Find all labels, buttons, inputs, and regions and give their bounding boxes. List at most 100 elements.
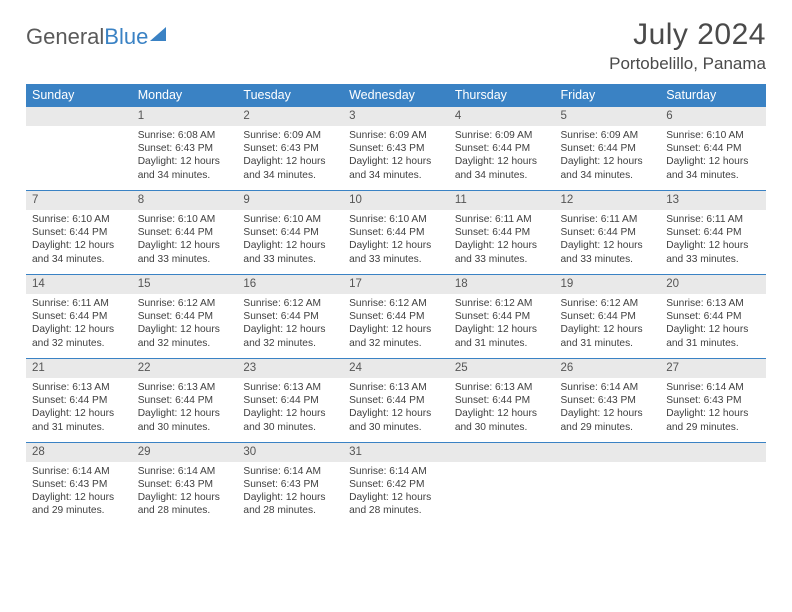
sunrise-text: Sunrise: 6:08 AM bbox=[138, 129, 232, 142]
sunrise-text: Sunrise: 6:12 AM bbox=[455, 297, 549, 310]
weekday-header: Thursday bbox=[449, 84, 555, 107]
location-label: Portobelillo, Panama bbox=[609, 54, 766, 74]
weekday-header-row: Sunday Monday Tuesday Wednesday Thursday… bbox=[26, 84, 766, 107]
day-cell: Sunrise: 6:09 AMSunset: 6:44 PMDaylight:… bbox=[555, 126, 661, 191]
day-number: 19 bbox=[555, 274, 661, 293]
sunrise-text: Sunrise: 6:14 AM bbox=[138, 465, 232, 478]
sunrise-text: Sunrise: 6:11 AM bbox=[32, 297, 126, 310]
day-cell bbox=[660, 462, 766, 526]
daylight-text: and 28 minutes. bbox=[243, 504, 337, 517]
daylight-text: and 31 minutes. bbox=[455, 337, 549, 350]
day-cell: Sunrise: 6:11 AMSunset: 6:44 PMDaylight:… bbox=[555, 210, 661, 275]
daylight-text: and 33 minutes. bbox=[243, 253, 337, 266]
day-number: 5 bbox=[555, 107, 661, 126]
day-number: 30 bbox=[237, 442, 343, 461]
sunrise-text: Sunrise: 6:10 AM bbox=[32, 213, 126, 226]
sunrise-text: Sunrise: 6:13 AM bbox=[349, 381, 443, 394]
day-number: 18 bbox=[449, 274, 555, 293]
sunset-text: Sunset: 6:44 PM bbox=[349, 394, 443, 407]
weekday-header: Monday bbox=[132, 84, 238, 107]
title-block: July 2024 Portobelillo, Panama bbox=[609, 18, 766, 74]
day-cell: Sunrise: 6:10 AMSunset: 6:44 PMDaylight:… bbox=[660, 126, 766, 191]
daylight-text: Daylight: 12 hours bbox=[138, 239, 232, 252]
day-number: 13 bbox=[660, 190, 766, 209]
day-cell: Sunrise: 6:13 AMSunset: 6:44 PMDaylight:… bbox=[343, 378, 449, 443]
day-number: 9 bbox=[237, 190, 343, 209]
daylight-text: and 32 minutes. bbox=[138, 337, 232, 350]
day-number-row: 123456 bbox=[26, 107, 766, 126]
sunrise-text: Sunrise: 6:11 AM bbox=[561, 213, 655, 226]
sunset-text: Sunset: 6:44 PM bbox=[666, 226, 760, 239]
daylight-text: Daylight: 12 hours bbox=[349, 491, 443, 504]
daylight-text: Daylight: 12 hours bbox=[243, 407, 337, 420]
day-cell: Sunrise: 6:08 AMSunset: 6:43 PMDaylight:… bbox=[132, 126, 238, 191]
daylight-text: Daylight: 12 hours bbox=[32, 323, 126, 336]
daylight-text: Daylight: 12 hours bbox=[138, 491, 232, 504]
daylight-text: Daylight: 12 hours bbox=[138, 407, 232, 420]
sunset-text: Sunset: 6:43 PM bbox=[666, 394, 760, 407]
sunset-text: Sunset: 6:43 PM bbox=[349, 142, 443, 155]
sunrise-text: Sunrise: 6:13 AM bbox=[455, 381, 549, 394]
daylight-text: and 34 minutes. bbox=[666, 169, 760, 182]
day-cell: Sunrise: 6:14 AMSunset: 6:43 PMDaylight:… bbox=[237, 462, 343, 526]
sunset-text: Sunset: 6:44 PM bbox=[561, 142, 655, 155]
day-number bbox=[26, 107, 132, 126]
month-title: July 2024 bbox=[609, 18, 766, 52]
day-cell: Sunrise: 6:13 AMSunset: 6:44 PMDaylight:… bbox=[132, 378, 238, 443]
daylight-text: Daylight: 12 hours bbox=[32, 407, 126, 420]
sunset-text: Sunset: 6:44 PM bbox=[32, 226, 126, 239]
weekday-header: Saturday bbox=[660, 84, 766, 107]
day-cell: Sunrise: 6:13 AMSunset: 6:44 PMDaylight:… bbox=[237, 378, 343, 443]
sunset-text: Sunset: 6:44 PM bbox=[666, 310, 760, 323]
day-number: 4 bbox=[449, 107, 555, 126]
sunset-text: Sunset: 6:44 PM bbox=[666, 142, 760, 155]
daylight-text: and 33 minutes. bbox=[138, 253, 232, 266]
day-cell: Sunrise: 6:11 AMSunset: 6:44 PMDaylight:… bbox=[449, 210, 555, 275]
daylight-text: and 32 minutes. bbox=[243, 337, 337, 350]
day-number: 14 bbox=[26, 274, 132, 293]
daylight-text: and 34 minutes. bbox=[349, 169, 443, 182]
sunrise-text: Sunrise: 6:09 AM bbox=[349, 129, 443, 142]
daylight-text: Daylight: 12 hours bbox=[666, 155, 760, 168]
day-number: 2 bbox=[237, 107, 343, 126]
sunset-text: Sunset: 6:44 PM bbox=[561, 226, 655, 239]
daylight-text: and 34 minutes. bbox=[138, 169, 232, 182]
sunset-text: Sunset: 6:44 PM bbox=[243, 310, 337, 323]
sunset-text: Sunset: 6:43 PM bbox=[243, 478, 337, 491]
calendar-table: Sunday Monday Tuesday Wednesday Thursday… bbox=[26, 84, 766, 526]
day-number: 27 bbox=[660, 358, 766, 377]
day-number: 29 bbox=[132, 442, 238, 461]
day-content-row: Sunrise: 6:08 AM Sunset: 6:43 PM Daylight:… bbox=[26, 126, 766, 191]
sunrise-text: Sunrise: 6:14 AM bbox=[561, 381, 655, 394]
day-number: 20 bbox=[660, 274, 766, 293]
sunrise-text: Sunrise: 6:14 AM bbox=[32, 465, 126, 478]
daylight-text: Daylight: 12 hours bbox=[32, 491, 126, 504]
sunset-text: Sunset: 6:44 PM bbox=[243, 226, 337, 239]
day-cell: Sunrise: 6:11 AMSunset: 6:44 PMDaylight:… bbox=[660, 210, 766, 275]
daylight-text: Daylight: 12 hours bbox=[561, 239, 655, 252]
sunrise-text: Sunrise: 6:13 AM bbox=[138, 381, 232, 394]
daylight-text: and 34 minutes. bbox=[243, 169, 337, 182]
sunset-text: Sunset: 6:44 PM bbox=[32, 310, 126, 323]
day-content-row: Sunrise: 6:13 AMSunset: 6:44 PMDaylight:… bbox=[26, 378, 766, 443]
day-number: 23 bbox=[237, 358, 343, 377]
sunset-text: Sunset: 6:44 PM bbox=[455, 142, 549, 155]
sunset-text: Sunset: 6:44 PM bbox=[349, 226, 443, 239]
day-number: 3 bbox=[343, 107, 449, 126]
day-cell: Sunrise: 6:09 AMSunset: 6:44 PMDaylight:… bbox=[449, 126, 555, 191]
sunrise-text: Sunrise: 6:10 AM bbox=[243, 213, 337, 226]
day-number: 21 bbox=[26, 358, 132, 377]
day-cell: Sunrise: 6:14 AMSunset: 6:42 PMDaylight:… bbox=[343, 462, 449, 526]
day-cell bbox=[449, 462, 555, 526]
sunset-text: Sunset: 6:44 PM bbox=[138, 310, 232, 323]
sunrise-text: Sunrise: 6:12 AM bbox=[243, 297, 337, 310]
day-cell: Sunrise: 6:10 AMSunset: 6:44 PMDaylight:… bbox=[237, 210, 343, 275]
day-cell: Sunrise: 6:13 AMSunset: 6:44 PMDaylight:… bbox=[660, 294, 766, 359]
day-cell: Sunrise: 6:12 AMSunset: 6:44 PMDaylight:… bbox=[132, 294, 238, 359]
day-number: 22 bbox=[132, 358, 238, 377]
day-number: 16 bbox=[237, 274, 343, 293]
day-number bbox=[660, 442, 766, 461]
day-cell: Sunrise: 6:11 AMSunset: 6:44 PMDaylight:… bbox=[26, 294, 132, 359]
daylight-text: and 30 minutes. bbox=[243, 421, 337, 434]
day-cell bbox=[26, 126, 132, 191]
